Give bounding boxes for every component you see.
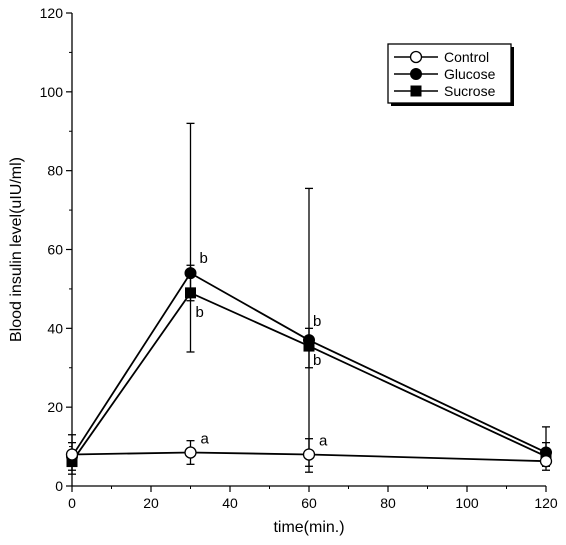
legend-entry-control: Control: [394, 49, 489, 65]
series-line: [71, 451, 547, 463]
x-tick-label: 80: [380, 495, 396, 511]
series-control: [65, 434, 553, 473]
x-axis-title: time(min.): [273, 519, 344, 536]
series-layer: [65, 122, 553, 475]
series-line: [71, 291, 547, 463]
series-line: [71, 271, 547, 457]
annotation-label: b: [200, 250, 208, 267]
y-tick-label: 0: [55, 478, 63, 494]
marker-open-circle: [539, 455, 553, 468]
legend-entry-glucose: Glucose: [394, 66, 496, 82]
x-tick-label: 0: [68, 495, 76, 511]
marker-filled-square: [303, 340, 315, 352]
x-tick-label: 120: [534, 495, 558, 511]
marker-open-circle: [65, 448, 79, 461]
y-axis-title: Blood insulin level(uIU/ml): [8, 157, 25, 342]
marker-filled-square: [410, 85, 422, 97]
y-tick-label: 20: [47, 399, 63, 415]
annotation-label: b: [313, 352, 321, 369]
y-tick-label: 100: [40, 84, 64, 100]
y-tick-label: 120: [40, 5, 64, 21]
x-tick-label: 20: [143, 495, 159, 511]
legend-entry-sucrose: Sucrose: [394, 83, 496, 99]
x-tick-label: 40: [222, 495, 238, 511]
annotation-label: a: [319, 432, 328, 449]
x-tick-label: 100: [455, 495, 479, 511]
y-tick-label: 60: [47, 242, 63, 258]
legend-label: Glucose: [444, 66, 496, 82]
marker-filled-square: [185, 287, 196, 299]
annotation-layer: a a b b b b: [196, 250, 329, 449]
axes: 0 20 40 60 80 100 120 0 20 40 60 80 100 120 time(min.)…: [8, 5, 558, 536]
annotation-label: b: [313, 313, 321, 330]
marker-open-circle: [409, 50, 423, 64]
y-tick-label: 80: [47, 163, 63, 179]
marker-open-circle: [302, 448, 316, 461]
legend-label: Sucrose: [444, 83, 496, 99]
x-tick-label: 60: [301, 495, 317, 511]
marker-open-circle: [184, 446, 197, 459]
legend-label: Control: [444, 49, 489, 65]
annotation-label: b: [196, 304, 204, 321]
y-tick-label: 40: [47, 320, 63, 336]
annotation-label: a: [201, 430, 210, 447]
marker-filled-circle: [410, 68, 422, 80]
